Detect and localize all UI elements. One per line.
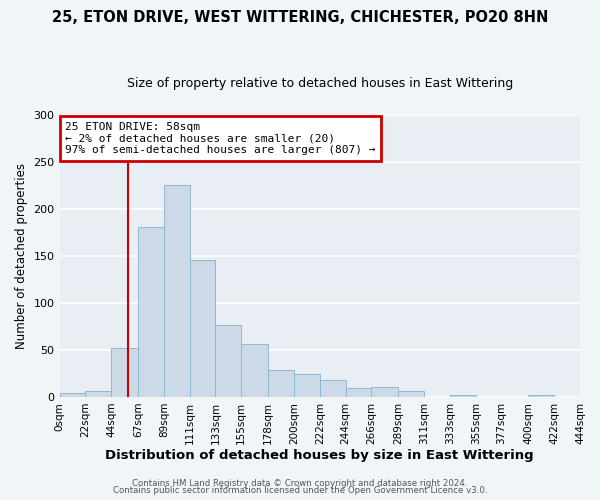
Bar: [346, 388, 371, 397]
Bar: [268, 370, 294, 397]
Y-axis label: Number of detached properties: Number of detached properties: [15, 163, 28, 349]
Bar: [398, 392, 424, 397]
Bar: [138, 227, 164, 397]
Bar: [320, 380, 346, 397]
Bar: [215, 324, 241, 397]
Text: Contains public sector information licensed under the Open Government Licence v3: Contains public sector information licen…: [113, 486, 487, 495]
Bar: [450, 395, 476, 397]
Text: Contains HM Land Registry data © Crown copyright and database right 2024.: Contains HM Land Registry data © Crown c…: [132, 478, 468, 488]
Text: 25, ETON DRIVE, WEST WITTERING, CHICHESTER, PO20 8HN: 25, ETON DRIVE, WEST WITTERING, CHICHEST…: [52, 10, 548, 25]
Bar: [190, 260, 215, 397]
Bar: [371, 386, 398, 397]
Bar: [529, 395, 554, 397]
Title: Size of property relative to detached houses in East Wittering: Size of property relative to detached ho…: [127, 78, 513, 90]
Bar: [85, 392, 111, 397]
Bar: [241, 344, 268, 397]
Bar: [111, 348, 138, 397]
Bar: [59, 393, 85, 397]
X-axis label: Distribution of detached houses by size in East Wittering: Distribution of detached houses by size …: [106, 450, 534, 462]
Bar: [164, 185, 190, 397]
Bar: [294, 374, 320, 397]
Text: 25 ETON DRIVE: 58sqm
← 2% of detached houses are smaller (20)
97% of semi-detach: 25 ETON DRIVE: 58sqm ← 2% of detached ho…: [65, 122, 376, 155]
